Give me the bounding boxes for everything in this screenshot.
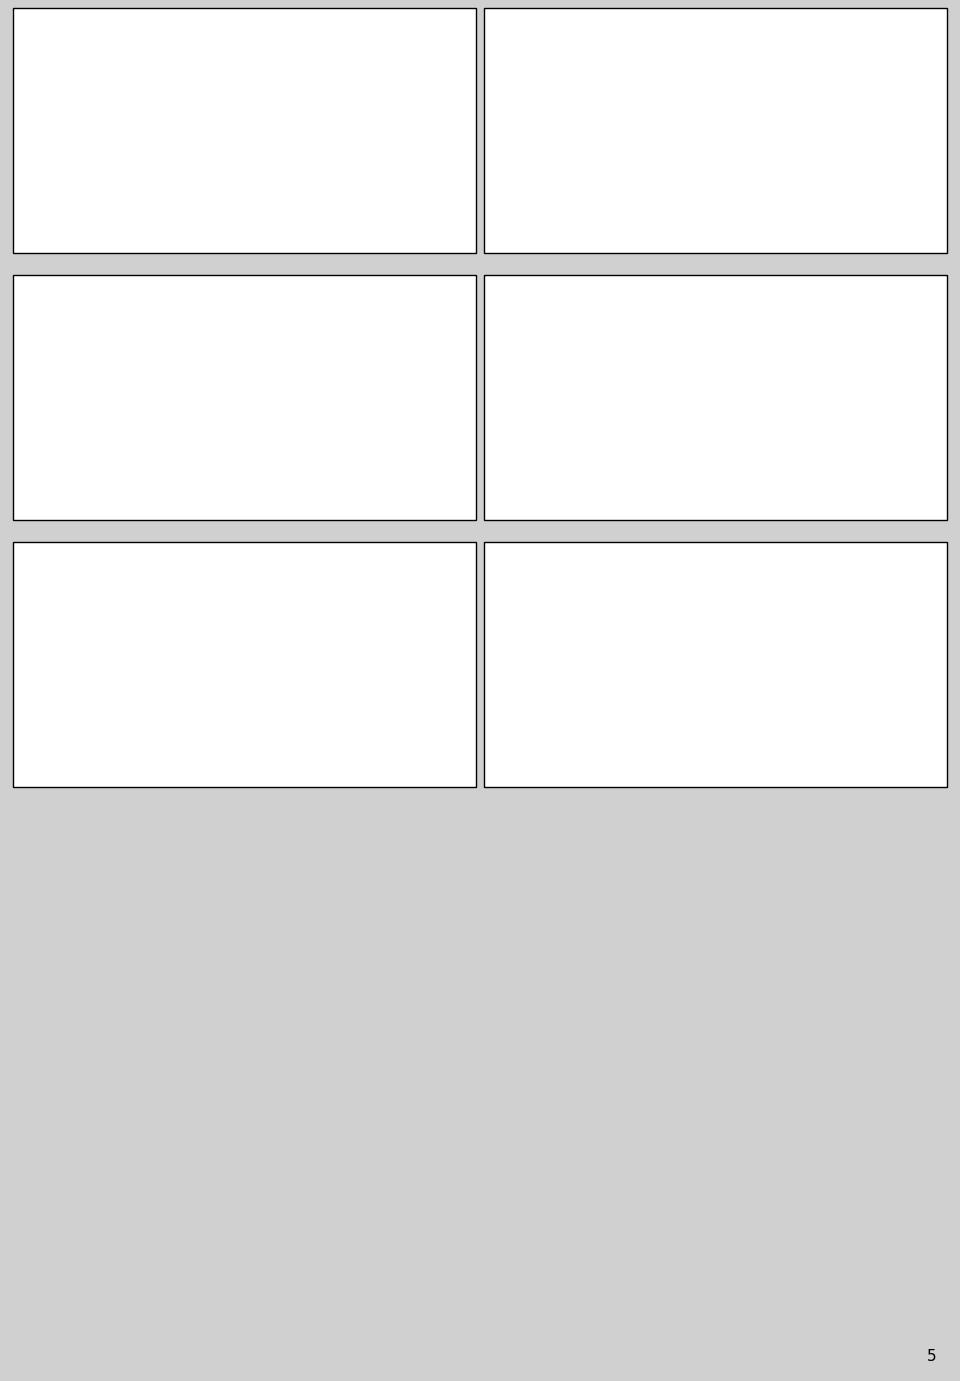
Text: Memoria: Memoria (569, 106, 593, 110)
FancyBboxPatch shape (555, 44, 608, 59)
FancyBboxPatch shape (797, 41, 856, 58)
Text: Architetture CMP “dual core”: Architetture CMP “dual core” (139, 554, 349, 568)
Text: due serie (thread) di istruzioni allo stesso tempo: due serie (thread) di istruzioni allo st… (515, 642, 714, 652)
FancyBboxPatch shape (367, 93, 445, 109)
Text: • Multi-core:: • Multi-core: (498, 574, 563, 583)
Text: non quelle responsabili dell’esecuzione delle: non quelle responsabili dell’esecuzione … (530, 673, 700, 678)
FancyBboxPatch shape (544, 101, 618, 116)
FancyBboxPatch shape (871, 41, 931, 58)
FancyBboxPatch shape (797, 69, 856, 84)
Text: Rete di interconnessione: Rete di interconnessione (551, 77, 612, 83)
FancyBboxPatch shape (150, 657, 316, 677)
Text: Bus di sistema: Bus di sistema (204, 707, 261, 715)
FancyBboxPatch shape (135, 93, 214, 109)
Ellipse shape (516, 75, 646, 86)
Text: SMP e CMP: SMP e CMP (131, 387, 266, 409)
Text: Classificazione di Flynn: Classificazione di Flynn (145, 22, 344, 40)
Text: Memoria: Memoria (699, 395, 732, 405)
Text: Processore: Processore (738, 47, 767, 52)
Text: Processore
(Core): Processore (Core) (133, 590, 171, 602)
Text: Processore: Processore (566, 50, 596, 55)
FancyBboxPatch shape (667, 391, 764, 410)
Text: Processore: Processore (624, 50, 654, 55)
FancyBboxPatch shape (268, 623, 360, 641)
Text: Processore: Processore (558, 333, 595, 340)
FancyBboxPatch shape (630, 327, 708, 345)
Text: Memoria condivisa: Memoria condivisa (544, 127, 618, 134)
FancyBboxPatch shape (864, 40, 938, 98)
Text: Processori
Grafici: Processori Grafici (157, 149, 193, 162)
Text: Memoria distribuita: Memoria distribuita (787, 127, 866, 134)
Text: Processori
Multi
Threaded: Processori Multi Threaded (250, 145, 285, 164)
FancyBboxPatch shape (723, 69, 782, 84)
Text: Bus di sistema: Bus di sistema (687, 367, 743, 376)
FancyBboxPatch shape (789, 40, 864, 98)
Text: – il processore in certi casi è in grado, di eseguire: – il processore in certi casi è in grado… (515, 630, 713, 639)
Text: Processore: Processore (650, 333, 688, 340)
FancyBboxPatch shape (104, 584, 201, 608)
Text: SIMD: SIMD (160, 97, 190, 106)
FancyBboxPatch shape (612, 44, 665, 59)
FancyBboxPatch shape (233, 144, 302, 167)
Ellipse shape (734, 109, 920, 120)
Text: – due o più processori (chiamati core) sono: – due o più processori (chiamati core) s… (515, 588, 688, 598)
Text: Processore: Processore (886, 47, 915, 52)
FancyBboxPatch shape (252, 93, 330, 109)
FancyBboxPatch shape (38, 144, 108, 167)
FancyBboxPatch shape (404, 144, 473, 167)
Text: Architettura di un sistema SMP: Architettura di un sistema SMP (604, 287, 827, 301)
Text: Rete di interconnessione: Rete di interconnessione (797, 112, 857, 117)
Text: Cache L2: Cache L2 (215, 663, 251, 671)
Text: Flusso di controllo: Flusso di controllo (198, 52, 292, 62)
Text: Memoria: Memoria (741, 75, 764, 79)
FancyBboxPatch shape (871, 69, 931, 84)
Text: MISD: MISD (276, 97, 306, 106)
FancyBboxPatch shape (715, 40, 789, 98)
FancyBboxPatch shape (325, 144, 395, 167)
FancyBboxPatch shape (723, 327, 802, 345)
Text: Processore: Processore (743, 333, 780, 340)
Text: Memoria distribuita vs. condivisa: Memoria distribuita vs. condivisa (604, 21, 828, 33)
Text: Processore: Processore (835, 333, 874, 340)
FancyBboxPatch shape (496, 44, 550, 59)
Text: istruzioni.: istruzioni. (530, 685, 571, 690)
Text: Macchina
di Von
Neumann: Macchina di Von Neumann (57, 145, 90, 164)
FancyBboxPatch shape (723, 41, 782, 58)
Text: Memoria: Memoria (889, 75, 912, 79)
Text: Sistemi
SMP: Sistemi SMP (426, 149, 452, 162)
Text: MIMD: MIMD (390, 97, 423, 106)
FancyBboxPatch shape (156, 48, 332, 66)
FancyBboxPatch shape (140, 144, 210, 167)
FancyBboxPatch shape (34, 93, 112, 109)
FancyBboxPatch shape (538, 327, 616, 345)
Text: Cluster: Cluster (348, 152, 372, 157)
Text: Processore
(Core): Processore (Core) (295, 590, 333, 602)
Text: • funziona duplicando alcune parti del processore ma: • funziona duplicando alcune parti del p… (530, 660, 729, 666)
Text: Processore: Processore (509, 50, 539, 55)
Text: Multi-core vs. hyper threading: Multi-core vs. hyper threading (608, 554, 824, 568)
FancyBboxPatch shape (50, 576, 420, 743)
Text: Processore: Processore (812, 47, 841, 52)
FancyBboxPatch shape (815, 327, 894, 345)
Text: 5: 5 (926, 1349, 936, 1364)
FancyBboxPatch shape (265, 584, 363, 608)
Text: SISD: SISD (60, 97, 87, 106)
Text: Cache L1: Cache L1 (298, 628, 330, 634)
FancyBboxPatch shape (106, 623, 198, 641)
Text: • Hyper-threading:: • Hyper-threading: (498, 616, 594, 624)
Text: presenti sullo stesso chip: presenti sullo stesso chip (515, 601, 620, 610)
Text: Chip: Chip (393, 732, 408, 737)
Text: Cache L1: Cache L1 (135, 628, 168, 634)
Text: Memoria: Memoria (815, 75, 838, 79)
